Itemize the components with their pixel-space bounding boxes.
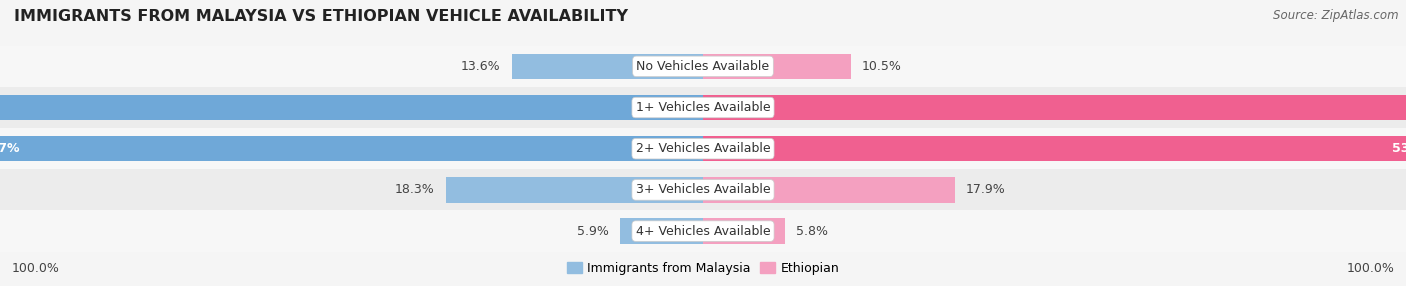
Bar (0, 169, 1406, 210)
Text: 53.1%: 53.1% (1392, 142, 1406, 155)
Bar (703, 218, 785, 244)
Bar (620, 218, 703, 244)
Text: 100.0%: 100.0% (11, 262, 59, 275)
Text: 17.9%: 17.9% (966, 183, 1005, 196)
Bar (0, 46, 1406, 87)
Text: 2+ Vehicles Available: 2+ Vehicles Available (636, 142, 770, 155)
Text: 5.8%: 5.8% (796, 225, 828, 238)
Text: 100.0%: 100.0% (1347, 262, 1395, 275)
Text: 1+ Vehicles Available: 1+ Vehicles Available (636, 101, 770, 114)
Text: 52.7%: 52.7% (0, 142, 20, 155)
Bar (0, 210, 1406, 252)
Bar (703, 136, 1406, 162)
Bar (703, 95, 1406, 120)
Text: No Vehicles Available: No Vehicles Available (637, 60, 769, 73)
Bar (703, 53, 851, 79)
Bar (0, 95, 703, 120)
Bar (0, 128, 1406, 169)
Bar (446, 177, 703, 203)
Text: Source: ZipAtlas.com: Source: ZipAtlas.com (1274, 9, 1399, 21)
Bar (0, 87, 1406, 128)
Bar (0, 136, 703, 162)
Text: 13.6%: 13.6% (461, 60, 501, 73)
Bar (512, 53, 703, 79)
Text: IMMIGRANTS FROM MALAYSIA VS ETHIOPIAN VEHICLE AVAILABILITY: IMMIGRANTS FROM MALAYSIA VS ETHIOPIAN VE… (14, 9, 628, 23)
Text: 4+ Vehicles Available: 4+ Vehicles Available (636, 225, 770, 238)
Text: 18.3%: 18.3% (395, 183, 434, 196)
Bar (703, 177, 955, 203)
Legend: Immigrants from Malaysia, Ethiopian: Immigrants from Malaysia, Ethiopian (562, 257, 844, 280)
Text: 5.9%: 5.9% (576, 225, 609, 238)
Text: 3+ Vehicles Available: 3+ Vehicles Available (636, 183, 770, 196)
Text: 10.5%: 10.5% (862, 60, 901, 73)
